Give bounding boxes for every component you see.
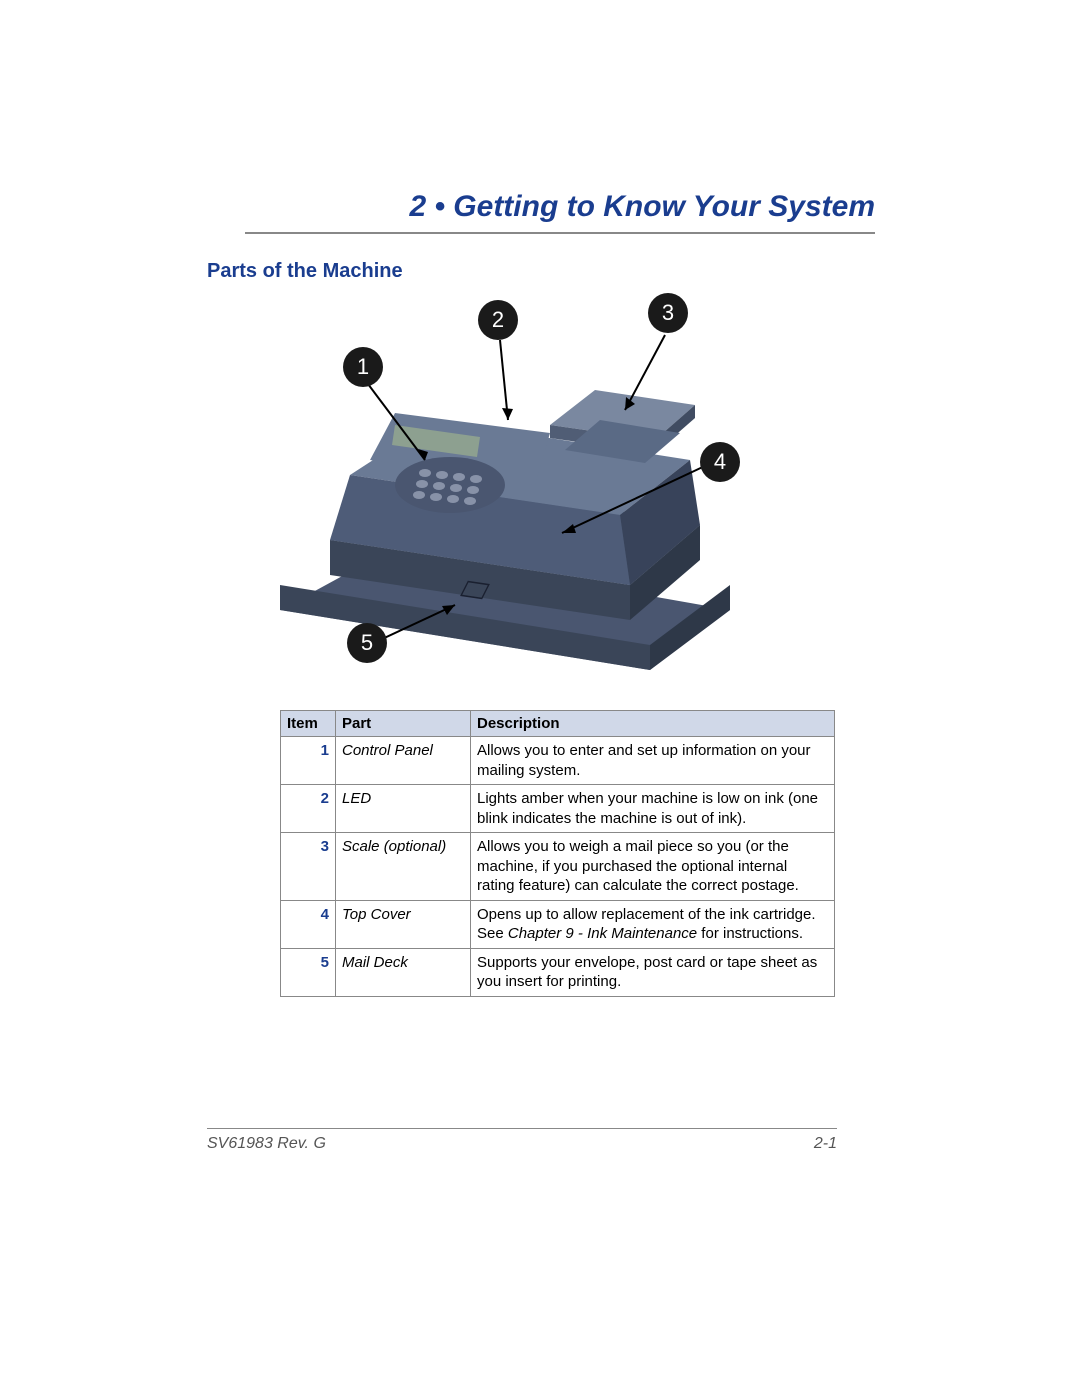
part-description: Lights amber when your machine is low on…	[471, 785, 835, 833]
item-number: 1	[281, 737, 336, 785]
document-id: SV61983 Rev. G	[207, 1135, 326, 1153]
chapter-reference: Chapter 9 - Ink Maintenance	[508, 925, 697, 942]
parts-table: Item Part Description 1 Control Panel Al…	[280, 710, 835, 997]
part-name: Scale (optional)	[336, 833, 471, 901]
key-button	[464, 497, 476, 505]
key-button	[450, 484, 462, 492]
table-row: 1 Control Panel Allows you to enter and …	[281, 737, 835, 785]
manual-page: 2 • Getting to Know Your System Parts of…	[0, 0, 1080, 1397]
key-button	[433, 482, 445, 490]
key-button	[430, 493, 442, 501]
page-footer: SV61983 Rev. G 2-1	[207, 1128, 837, 1153]
table-row: 3 Scale (optional) Allows you to weigh a…	[281, 833, 835, 901]
machine-diagram: 1 2 3 4 5	[250, 285, 810, 685]
callout-3: 3	[648, 293, 688, 333]
key-button	[436, 471, 448, 479]
key-button	[416, 480, 428, 488]
part-description: Opens up to allow replacement of the ink…	[471, 900, 835, 948]
page-number: 2-1	[814, 1135, 837, 1153]
key-button	[447, 495, 459, 503]
col-part: Part	[336, 711, 471, 737]
item-number: 5	[281, 948, 336, 996]
table-row: 4 Top Cover Opens up to allow replacemen…	[281, 900, 835, 948]
item-number: 3	[281, 833, 336, 901]
part-name: Control Panel	[336, 737, 471, 785]
keypad-base	[395, 457, 505, 513]
item-number: 2	[281, 785, 336, 833]
part-description: Allows you to weigh a mail piece so you …	[471, 833, 835, 901]
callout-1: 1	[343, 347, 383, 387]
item-number: 4	[281, 900, 336, 948]
part-description: Supports your envelope, post card or tap…	[471, 948, 835, 996]
section-title: Parts of the Machine	[207, 260, 403, 283]
col-item: Item	[281, 711, 336, 737]
part-description: Allows you to enter and set up informati…	[471, 737, 835, 785]
desc-suffix: for instructions.	[697, 925, 803, 942]
part-name: Top Cover	[336, 900, 471, 948]
chapter-title: 2 • Getting to Know Your System	[245, 190, 875, 234]
col-description: Description	[471, 711, 835, 737]
key-button	[419, 469, 431, 477]
machine-svg	[250, 285, 810, 685]
pointer-2	[500, 340, 508, 420]
part-name: LED	[336, 785, 471, 833]
key-button	[453, 473, 465, 481]
arrowhead-2	[502, 408, 513, 420]
table-row: 2 LED Lights amber when your machine is …	[281, 785, 835, 833]
callout-4: 4	[700, 442, 740, 482]
key-button	[467, 486, 479, 494]
table-row: 5 Mail Deck Supports your envelope, post…	[281, 948, 835, 996]
callout-2: 2	[478, 300, 518, 340]
part-name: Mail Deck	[336, 948, 471, 996]
table-header: Item Part Description	[281, 711, 835, 737]
key-button	[470, 475, 482, 483]
key-button	[413, 491, 425, 499]
callout-5: 5	[347, 623, 387, 663]
